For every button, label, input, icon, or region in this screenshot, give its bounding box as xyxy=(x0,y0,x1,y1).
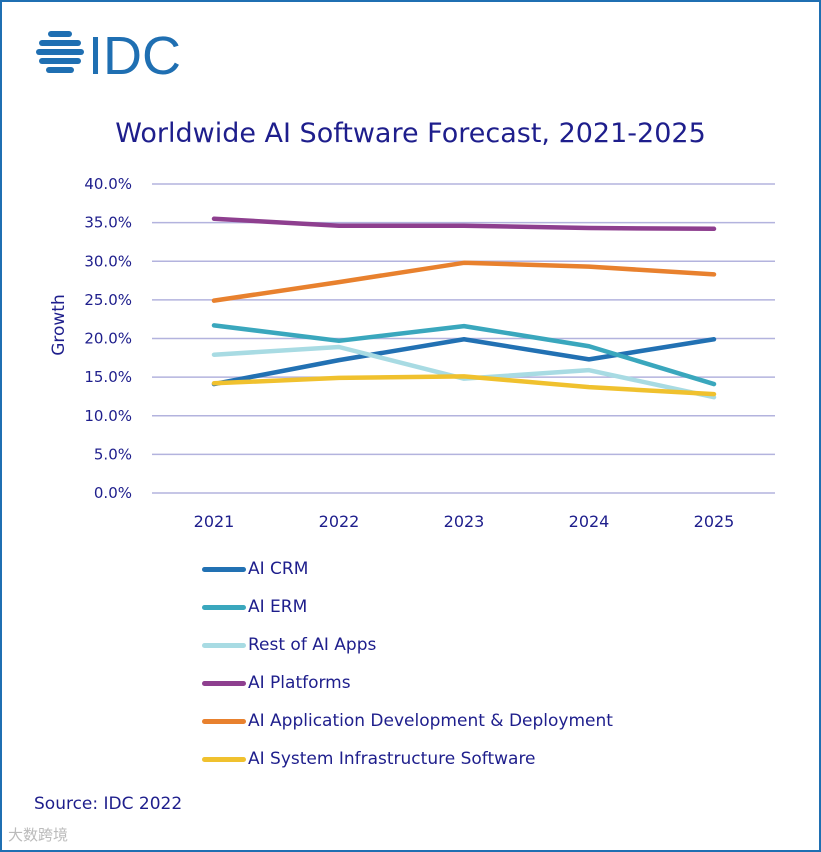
x-tick-label: 2021 xyxy=(194,512,235,531)
x-tick-label: 2025 xyxy=(694,512,735,531)
legend-swatch xyxy=(202,680,246,686)
series-line-ai-application-development-deployment xyxy=(211,260,717,303)
legend-item: AI System Infrastructure Software xyxy=(202,740,613,778)
series-line-ai-platforms xyxy=(211,216,717,232)
idc-logo: IDC xyxy=(36,26,181,82)
source-note: Source: IDC 2022 xyxy=(34,794,183,814)
legend-swatch xyxy=(202,604,246,610)
legend-item: AI ERM xyxy=(202,588,613,626)
legend-label: AI Application Development & Deployment xyxy=(248,711,613,731)
legend-swatch xyxy=(202,566,246,572)
line-chart: 0.0% 5.0% 10.0% 15.0% 20.0% 25.0% 30.0% 35.0% 40… xyxy=(49,175,775,531)
y-tick-label: 25.0% xyxy=(84,291,132,309)
legend: AI CRM AI ERM Rest of AI Apps AI Platforms A… xyxy=(202,550,613,778)
legend-item: Rest of AI Apps xyxy=(202,626,613,664)
y-tick-label: 10.0% xyxy=(84,407,132,425)
y-tick-label: 15.0% xyxy=(84,368,132,386)
legend-item: AI Platforms xyxy=(202,664,613,702)
legend-item: AI CRM xyxy=(202,550,613,588)
legend-swatch xyxy=(202,642,246,648)
chart-title: Worldwide AI Software Forecast, 2021-202… xyxy=(115,118,706,149)
legend-label: AI Platforms xyxy=(248,673,351,693)
y-tick-label: 5.0% xyxy=(94,445,132,463)
x-tick-label: 2023 xyxy=(444,512,485,531)
y-tick-label: 30.0% xyxy=(84,252,132,270)
x-tick-label: 2024 xyxy=(569,512,610,531)
legend-label: Rest of AI Apps xyxy=(248,635,377,655)
svg-text:IDC: IDC xyxy=(88,26,181,82)
y-tick-label: 0.0% xyxy=(94,484,132,502)
y-tick-label: 35.0% xyxy=(84,214,132,232)
y-axis-label: Growth xyxy=(49,294,69,356)
legend-swatch xyxy=(202,718,246,724)
legend-label: AI CRM xyxy=(248,559,309,579)
x-tick-label: 2022 xyxy=(319,512,360,531)
legend-item: AI Application Development & Deployment xyxy=(202,702,613,740)
y-tick-label: 40.0% xyxy=(84,175,132,193)
legend-swatch xyxy=(202,756,246,762)
legend-label: AI ERM xyxy=(248,597,308,617)
watermark: 大数跨境 xyxy=(8,826,69,844)
legend-label: AI System Infrastructure Software xyxy=(248,749,536,769)
y-tick-label: 20.0% xyxy=(84,330,132,348)
